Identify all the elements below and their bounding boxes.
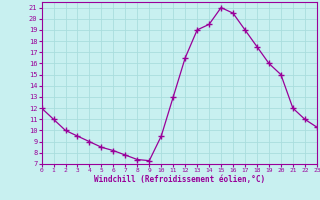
X-axis label: Windchill (Refroidissement éolien,°C): Windchill (Refroidissement éolien,°C) (94, 175, 265, 184)
